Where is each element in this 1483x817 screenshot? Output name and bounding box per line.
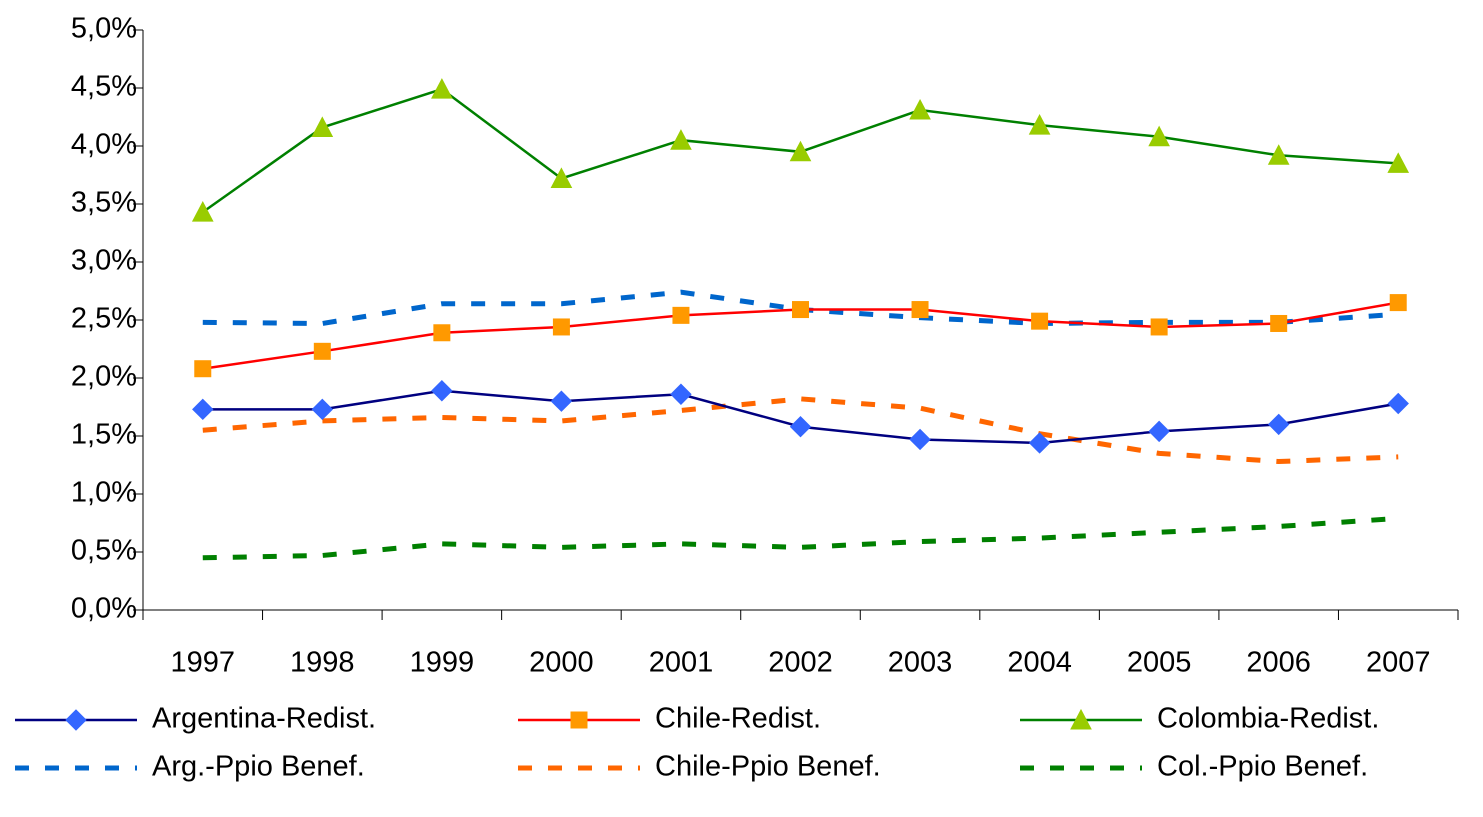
legend-marker (65, 709, 87, 731)
point-marker (1148, 125, 1170, 147)
point-marker (1028, 432, 1051, 454)
point-marker (792, 301, 809, 319)
x-tick-label: 2001 (649, 647, 714, 679)
point-marker (789, 416, 812, 438)
point-marker (431, 380, 453, 402)
point-marker (789, 140, 812, 162)
y-tick-label: 0,0% (71, 593, 137, 625)
point-marker (311, 398, 334, 421)
legend-label: Chile-Ppio Benef. (655, 751, 881, 783)
point-marker (1387, 152, 1410, 173)
point-marker (194, 360, 212, 378)
point-marker (1150, 318, 1168, 336)
point-marker (672, 306, 690, 324)
series-line (202, 396, 1399, 465)
point-marker (552, 318, 570, 336)
x-tick-label: 2004 (1007, 647, 1072, 679)
y-tick-label: 4,0% (71, 129, 137, 161)
point-marker (431, 78, 453, 99)
point-marker (1267, 144, 1290, 165)
legend-label: Chile-Redist. (655, 703, 821, 735)
x-tick-label: 2000 (529, 647, 594, 679)
y-tick-label: 5,0% (71, 13, 137, 45)
legend-label: Arg.-Ppio Benef. (152, 751, 365, 783)
x-tick-label: 1999 (410, 647, 475, 679)
point-marker (1389, 294, 1407, 312)
point-marker (670, 383, 692, 405)
point-marker (1387, 392, 1409, 415)
y-tick-label: 1,0% (71, 477, 137, 509)
x-tick-label: 2003 (888, 647, 953, 679)
y-tick-label: 4,5% (71, 71, 137, 103)
point-marker (311, 116, 334, 137)
point-marker (911, 301, 929, 319)
legend-marker (570, 711, 588, 729)
point-marker (191, 201, 214, 222)
point-marker (1031, 312, 1049, 330)
x-tick-label: 1998 (290, 647, 355, 679)
point-marker (909, 428, 931, 451)
y-tick-label: 2,5% (71, 303, 137, 335)
point-marker (550, 167, 573, 188)
series-line (202, 515, 1399, 561)
point-marker (670, 129, 692, 150)
y-tick-label: 2,0% (71, 361, 137, 393)
point-marker (313, 342, 331, 360)
point-marker (1028, 114, 1051, 135)
point-marker (909, 98, 931, 120)
y-tick-label: 1,5% (71, 419, 137, 451)
point-marker (1148, 420, 1170, 443)
point-marker (1270, 314, 1288, 332)
x-tick-label: 2005 (1127, 647, 1192, 679)
x-tick-label: 2006 (1246, 647, 1311, 679)
x-tick-label: 2007 (1366, 647, 1431, 679)
point-marker (433, 324, 451, 342)
x-tick-label: 1997 (171, 647, 236, 679)
point-marker (1267, 413, 1290, 436)
point-marker (550, 390, 573, 412)
legend-marker (1070, 708, 1092, 730)
legend-label: Colombia-Redist. (1157, 703, 1379, 735)
legend-label: Col.-Ppio Benef. (1157, 751, 1368, 783)
x-tick-label: 2002 (768, 647, 833, 679)
point-marker (192, 398, 214, 421)
y-tick-label: 3,5% (71, 187, 137, 219)
legend-label: Argentina-Redist. (152, 703, 376, 735)
y-tick-label: 0,5% (71, 535, 137, 567)
y-tick-label: 3,0% (71, 245, 137, 277)
